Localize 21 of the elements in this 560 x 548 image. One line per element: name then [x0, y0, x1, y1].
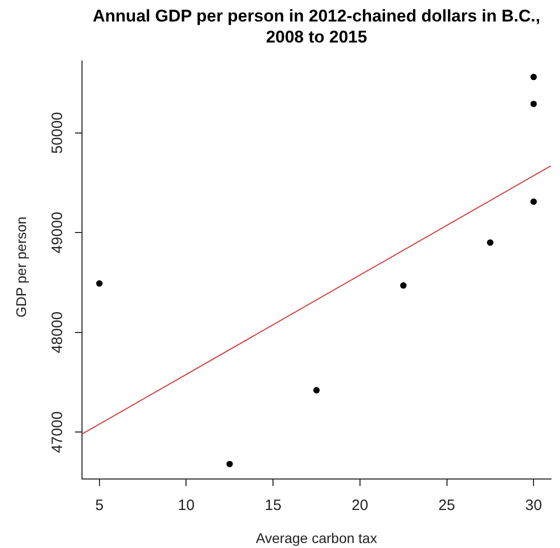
x-tick-label: 5: [95, 497, 104, 514]
y-tick-label: 49000: [49, 212, 66, 254]
x-tick-label: 20: [352, 497, 368, 514]
chart-title: Annual GDP per person in 2012-chained dollars in B.C., 2008 to 2015: [92, 6, 540, 47]
x-tick-label: 15: [264, 497, 282, 514]
point: [530, 198, 537, 205]
y-tick-label: 48000: [49, 311, 66, 354]
x-tick-label: 25: [438, 497, 456, 514]
x-axis-title: Average carbon tax: [256, 530, 378, 546]
point: [530, 100, 537, 108]
point: [487, 239, 494, 246]
point: [226, 460, 233, 468]
y-axis-title: GDP per person: [12, 216, 29, 318]
y-tick-label: 50000: [49, 112, 66, 154]
point: [96, 280, 103, 287]
x-tick-label: 10: [178, 497, 195, 514]
y-tick-label: 47000: [49, 411, 66, 453]
point: [400, 282, 407, 289]
point: [530, 74, 537, 80]
x-tick-label: 30: [525, 497, 542, 514]
point: [313, 387, 320, 394]
